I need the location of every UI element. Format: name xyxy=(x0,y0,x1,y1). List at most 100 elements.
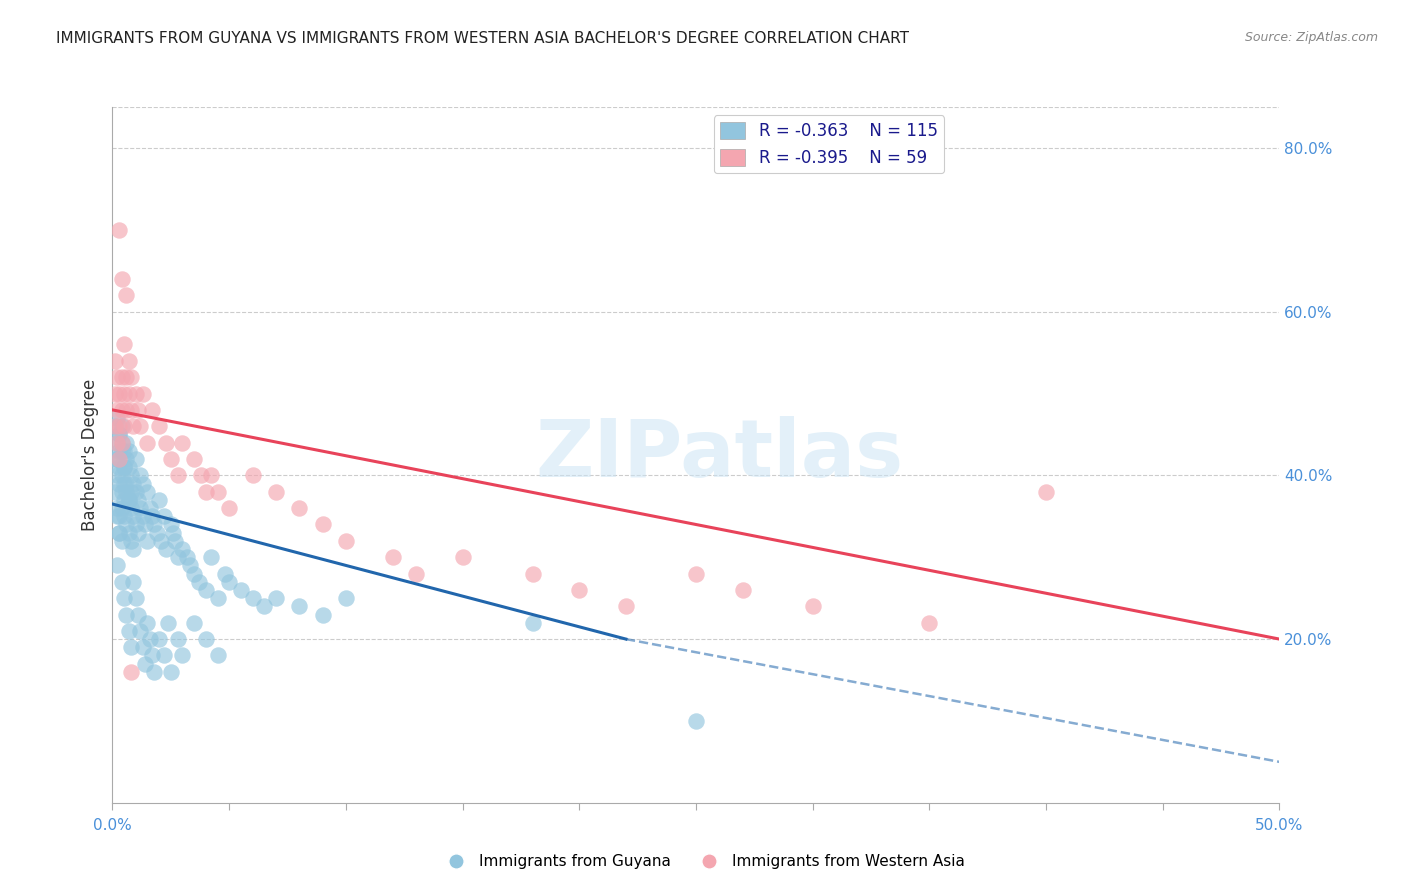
Point xyxy=(112,509,135,524)
Point xyxy=(108,509,131,524)
Point xyxy=(207,591,229,606)
Point xyxy=(229,582,252,597)
Point xyxy=(127,607,149,622)
Point xyxy=(125,452,148,467)
Point xyxy=(143,665,166,679)
Point xyxy=(122,419,145,434)
Point xyxy=(118,443,141,458)
Point xyxy=(115,484,138,499)
Point xyxy=(143,517,166,532)
Point xyxy=(104,484,127,499)
Point xyxy=(108,525,131,540)
Point xyxy=(155,542,177,557)
Point xyxy=(134,657,156,671)
Point xyxy=(194,484,217,499)
Point xyxy=(120,468,142,483)
Point xyxy=(207,484,229,499)
Point xyxy=(122,542,145,557)
Point xyxy=(125,591,148,606)
Point xyxy=(122,574,145,589)
Text: IMMIGRANTS FROM GUYANA VS IMMIGRANTS FROM WESTERN ASIA BACHELOR'S DEGREE CORRELA: IMMIGRANTS FROM GUYANA VS IMMIGRANTS FRO… xyxy=(56,31,910,46)
Point xyxy=(242,468,264,483)
Point xyxy=(166,632,188,646)
Point xyxy=(264,484,287,499)
Point xyxy=(218,501,240,516)
Point xyxy=(115,288,138,302)
Point xyxy=(111,370,134,384)
Text: ZIPatlas: ZIPatlas xyxy=(536,416,904,494)
Point xyxy=(139,632,162,646)
Point xyxy=(118,386,141,401)
Point xyxy=(172,648,194,663)
Point xyxy=(112,337,135,351)
Point xyxy=(129,419,152,434)
Point xyxy=(183,452,205,467)
Point xyxy=(141,648,163,663)
Point xyxy=(288,501,311,516)
Point xyxy=(194,632,217,646)
Point xyxy=(104,353,127,368)
Point xyxy=(112,460,135,475)
Point xyxy=(112,443,135,458)
Point xyxy=(118,492,141,507)
Point xyxy=(132,640,155,655)
Point xyxy=(148,492,170,507)
Point xyxy=(112,591,135,606)
Point xyxy=(242,591,264,606)
Point xyxy=(118,460,141,475)
Point xyxy=(1035,484,1057,499)
Point xyxy=(132,509,155,524)
Point xyxy=(108,223,131,237)
Point xyxy=(125,484,148,499)
Point xyxy=(214,566,236,581)
Point xyxy=(104,419,127,434)
Point xyxy=(112,492,135,507)
Text: Source: ZipAtlas.com: Source: ZipAtlas.com xyxy=(1244,31,1378,45)
Point xyxy=(111,501,134,516)
Point xyxy=(157,615,180,630)
Point xyxy=(129,501,152,516)
Point xyxy=(108,419,131,434)
Point xyxy=(108,443,131,458)
Point xyxy=(136,435,159,450)
Point xyxy=(165,533,187,548)
Point xyxy=(115,607,138,622)
Point xyxy=(111,533,134,548)
Point xyxy=(148,419,170,434)
Point xyxy=(160,665,183,679)
Point xyxy=(122,509,145,524)
Point xyxy=(108,386,131,401)
Y-axis label: Bachelor's Degree: Bachelor's Degree xyxy=(80,379,98,531)
Point xyxy=(253,599,276,614)
Point xyxy=(120,501,142,516)
Point xyxy=(141,403,163,417)
Point xyxy=(111,484,134,499)
Point xyxy=(120,370,142,384)
Point xyxy=(105,468,128,483)
Point xyxy=(218,574,240,589)
Point xyxy=(153,648,176,663)
Point xyxy=(162,525,184,540)
Point xyxy=(115,476,138,491)
Point xyxy=(614,599,637,614)
Point xyxy=(105,558,128,573)
Point xyxy=(129,624,152,638)
Point xyxy=(120,533,142,548)
Point xyxy=(136,533,159,548)
Point xyxy=(118,492,141,507)
Point xyxy=(568,582,591,597)
Point xyxy=(311,517,333,532)
Point xyxy=(183,615,205,630)
Point xyxy=(160,452,183,467)
Point xyxy=(115,370,138,384)
Point xyxy=(132,386,155,401)
Point xyxy=(134,517,156,532)
Point xyxy=(111,443,134,458)
Point xyxy=(120,484,142,499)
Point xyxy=(153,509,176,524)
Point xyxy=(335,533,357,548)
Point xyxy=(105,501,128,516)
Point xyxy=(112,476,135,491)
Point xyxy=(105,411,128,425)
Point xyxy=(200,550,222,565)
